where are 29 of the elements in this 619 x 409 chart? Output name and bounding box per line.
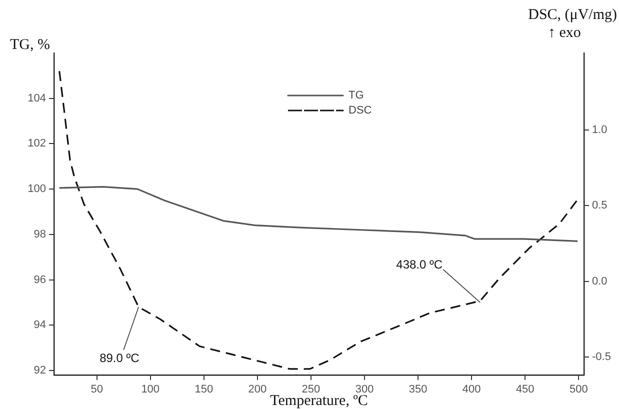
line-series [58, 70, 578, 370]
x-tick-label: 200 [248, 384, 267, 396]
x-tick-label: 300 [355, 384, 374, 396]
x-axis-title: Temperature, ºC [270, 393, 368, 409]
x-tick-label: 250 [302, 384, 320, 396]
y2-tick-label: -0.5 [592, 350, 611, 363]
y-tick-label: 94 [34, 319, 46, 332]
y-tick-label: 92 [34, 364, 46, 376]
x-tick-label: 500 [569, 384, 588, 396]
y2-tick-label: 0.5 [592, 200, 608, 212]
annotation: 89.0 ºC [100, 350, 140, 365]
y2-tick-label: 1.0 [592, 124, 608, 136]
y2-tick-label: 0.0 [592, 275, 608, 288]
x-tick-label: 400 [462, 384, 481, 396]
x-tick-label: 150 [194, 384, 214, 396]
y-tick-label: 100 [28, 183, 46, 196]
legend-label: TG [348, 90, 364, 102]
x-tick-label: 50 [90, 384, 103, 396]
y-tick-label: 102 [28, 138, 46, 150]
y2-axis-title: DSC, (μV/mg) ↑ exo [528, 7, 617, 41]
y-tick-label: 96 [34, 274, 46, 286]
legend-label: DSC [348, 104, 372, 117]
y-axis-title: TG, % [10, 37, 50, 53]
y-tick-label: 104 [28, 92, 46, 104]
annotation: 438.0 ºC [396, 257, 443, 272]
x-tick-label: 100 [141, 384, 160, 396]
x-tick-label: 450 [516, 384, 534, 396]
y-tick-label: 98 [34, 228, 46, 240]
x-tick-label: 350 [408, 384, 428, 396]
